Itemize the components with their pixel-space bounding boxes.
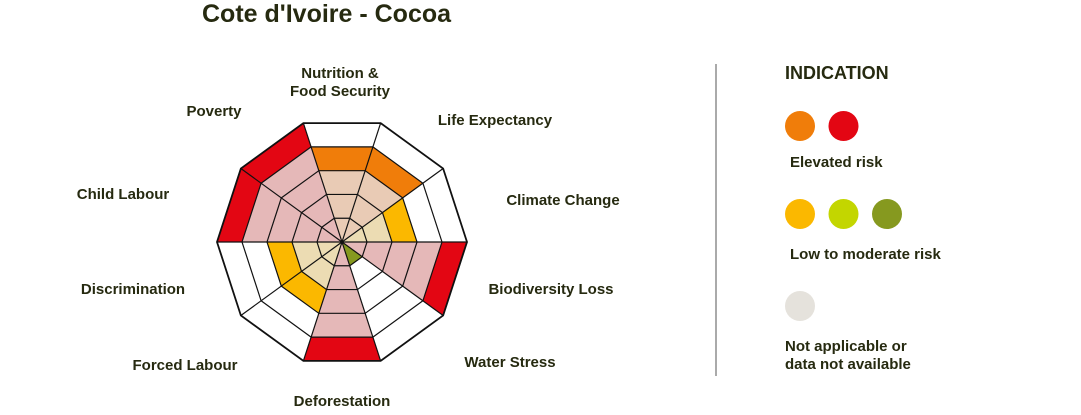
axis-label: Poverty	[186, 103, 242, 120]
segment	[422, 242, 467, 316]
axis-label: Biodiversity Loss	[488, 281, 614, 298]
segment-tint	[318, 289, 366, 314]
segment-tint	[261, 146, 319, 198]
segment-tint	[342, 227, 367, 242]
segment	[240, 123, 312, 184]
segment-tint	[267, 197, 302, 242]
axis-label: Water Stress	[464, 354, 556, 371]
segment	[365, 146, 423, 198]
segment-tint	[301, 256, 335, 290]
segment	[311, 146, 373, 171]
legend-label: Elevated risk	[790, 154, 883, 171]
segment-tint	[317, 227, 342, 242]
legend-swatch	[785, 291, 815, 321]
spoke	[302, 122, 343, 243]
segment-tint	[382, 242, 417, 287]
legend-swatch	[872, 199, 902, 229]
spoke	[240, 241, 343, 316]
chart-title: Cote d'Ivoire - Cocoa	[202, 0, 452, 28]
segment-tint	[349, 194, 383, 228]
axis-label: Discrimination	[80, 281, 186, 298]
axis-label: Climate Change	[506, 192, 620, 209]
axis-label: Forced Labour	[132, 357, 238, 374]
axis-label: Nutrition & Food Security	[289, 65, 391, 100]
spoke	[341, 241, 444, 316]
segment-tint	[342, 242, 367, 257]
spoke	[341, 241, 382, 362]
spoke	[302, 241, 343, 362]
legend-title: INDICATION	[785, 63, 889, 83]
segment	[303, 337, 381, 361]
legend-label: Low to moderate risk	[790, 246, 941, 263]
axis-label: Child Labour	[76, 186, 170, 203]
spoke	[240, 168, 343, 243]
segment-tint	[334, 242, 350, 266]
axis-label: Deforestation	[293, 393, 391, 410]
segment-tint	[301, 194, 335, 228]
legend-swatch	[785, 199, 815, 229]
spoke	[341, 122, 382, 243]
axis-label: Life Expectancy	[437, 112, 553, 129]
legend-label: Not applicable or data not available	[785, 338, 911, 373]
segment-tint	[318, 170, 366, 195]
segment-tint	[334, 218, 350, 242]
spoke	[341, 168, 444, 243]
legend-swatch	[785, 111, 815, 141]
legend-swatch	[828, 111, 859, 141]
segment-tint	[317, 242, 342, 257]
segment-tint	[326, 265, 358, 290]
segment	[382, 197, 417, 242]
segment	[267, 242, 302, 287]
segment-tint	[311, 313, 373, 338]
segment	[217, 168, 262, 242]
legend-swatch	[828, 199, 859, 229]
segment-tint	[326, 194, 358, 219]
